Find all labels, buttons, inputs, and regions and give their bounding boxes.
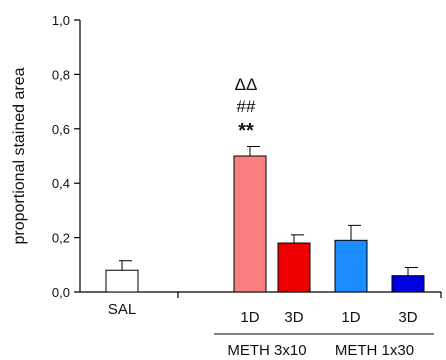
- y-tick-label: 1,0: [52, 13, 70, 28]
- category-label: 1D: [240, 309, 259, 326]
- x-axis: [80, 291, 442, 298]
- bar: [105, 269, 139, 293]
- significance-annotations: ΔΔ ## **: [235, 75, 258, 142]
- bar: [277, 242, 311, 293]
- y-tick-label: 0,8: [52, 67, 70, 82]
- significance-marker: ΔΔ: [235, 75, 258, 94]
- group-label: METH 1x30: [335, 342, 414, 359]
- category-label: 3D: [284, 309, 303, 326]
- category-label: SAL: [108, 301, 136, 318]
- y-tick-label: 0,2: [52, 231, 70, 246]
- y-axis-title: proportional stained area: [11, 67, 28, 244]
- y-tick-label: 0,4: [52, 176, 70, 191]
- y-ticks: 0,0 0,2 0,4 0,6 0,8 1,0: [52, 13, 80, 300]
- bar: [233, 155, 267, 293]
- bars: [105, 155, 425, 293]
- significance-marker: ##: [237, 97, 256, 116]
- bar: [334, 239, 368, 293]
- category-label: 3D: [398, 309, 417, 326]
- y-tick-label: 0,0: [52, 285, 70, 300]
- y-tick-label: 0,6: [52, 122, 70, 137]
- category-label: 1D: [341, 309, 360, 326]
- category-labels: SAL 1D 3D 1D 3D: [108, 301, 418, 326]
- bar: [391, 275, 425, 293]
- group-labels: METH 3x10 METH 1x30: [214, 333, 434, 359]
- error-bars: [119, 145, 418, 276]
- significance-marker: **: [238, 120, 254, 142]
- group-label: METH 3x10: [227, 342, 306, 359]
